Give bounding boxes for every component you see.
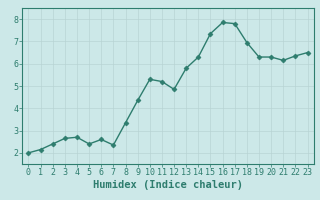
- X-axis label: Humidex (Indice chaleur): Humidex (Indice chaleur): [93, 180, 243, 190]
